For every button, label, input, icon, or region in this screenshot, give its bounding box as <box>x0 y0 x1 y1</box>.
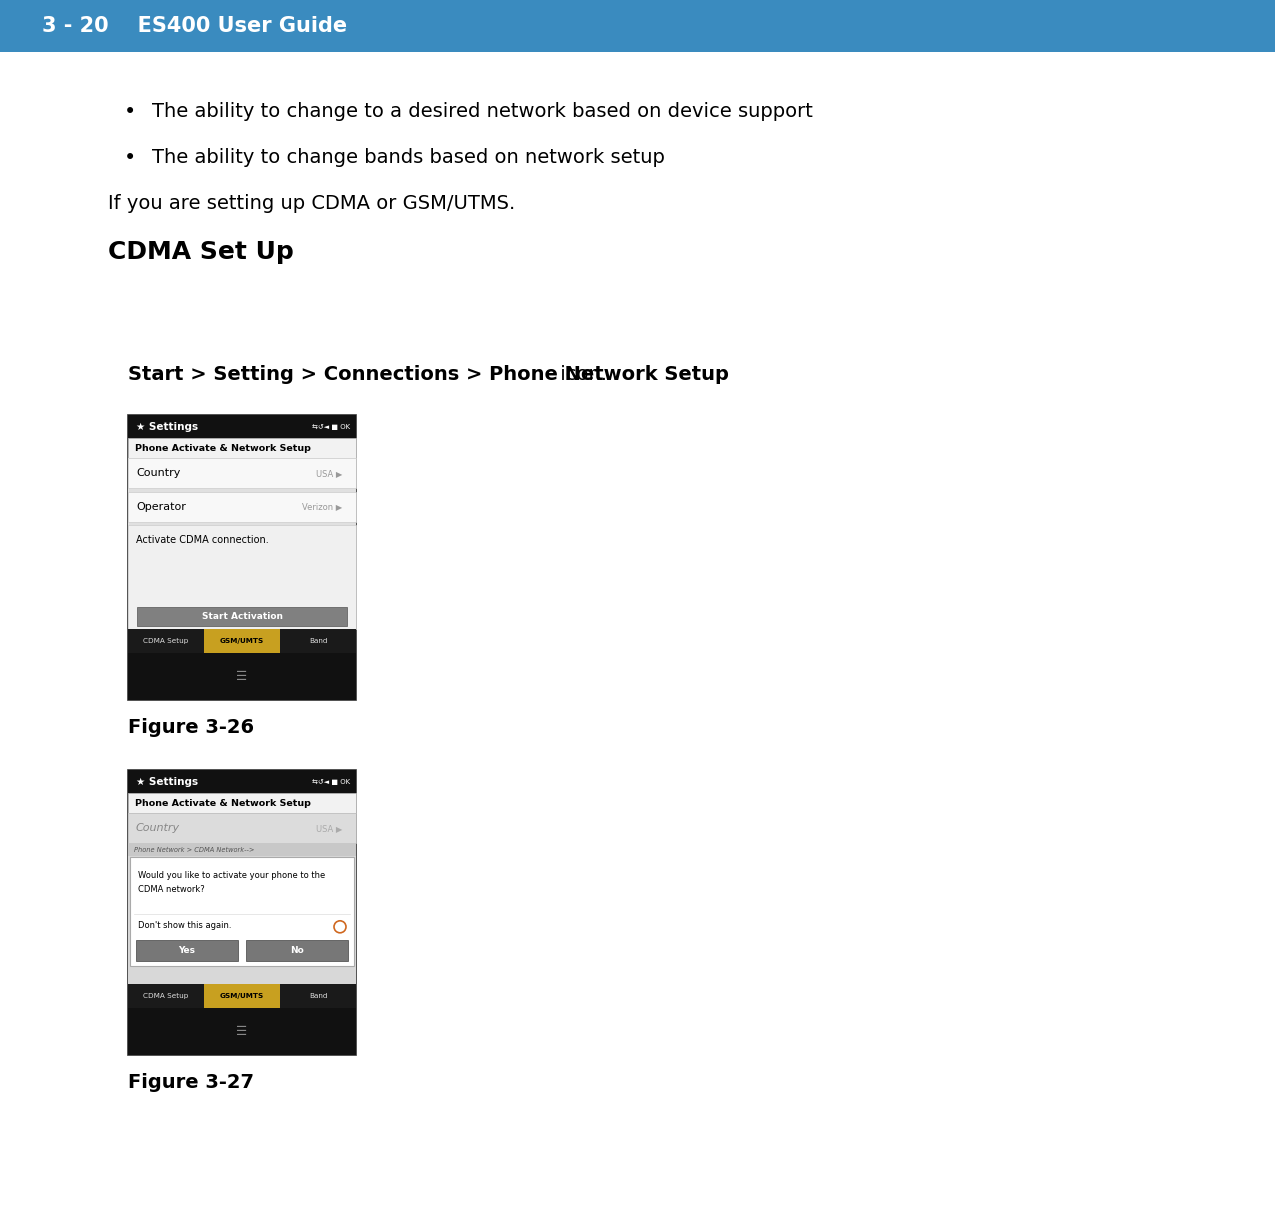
Bar <box>128 1008 356 1054</box>
Bar <box>128 439 356 458</box>
Bar <box>130 858 354 966</box>
Text: ⇆↺◄ ■ OK: ⇆↺◄ ■ OK <box>312 779 351 784</box>
Bar <box>128 843 356 857</box>
Bar <box>128 525 356 629</box>
Bar <box>246 940 348 961</box>
Bar <box>128 458 356 488</box>
Text: GSM/UMTS: GSM/UMTS <box>219 638 264 644</box>
Text: Verizon ▶: Verizon ▶ <box>302 503 342 511</box>
Text: Country: Country <box>136 468 180 478</box>
Text: 3 - 20    ES400 User Guide: 3 - 20 ES400 User Guide <box>42 16 347 36</box>
Text: Activate CDMA connection.: Activate CDMA connection. <box>136 535 269 544</box>
Bar <box>128 794 356 814</box>
Text: Don't show this again.: Don't show this again. <box>138 921 232 930</box>
Text: USA ▶: USA ▶ <box>316 468 342 478</box>
Bar <box>204 629 280 653</box>
Bar <box>128 984 356 1008</box>
Bar <box>138 607 347 627</box>
Text: Would you like to activate your phone to the: Would you like to activate your phone to… <box>138 871 325 880</box>
Text: CDMA Setup: CDMA Setup <box>143 993 189 999</box>
Text: Start > Setting > Connections > Phone Network Setup: Start > Setting > Connections > Phone Ne… <box>128 365 729 383</box>
Text: CDMA network?: CDMA network? <box>138 886 205 895</box>
Text: Figure 3-27: Figure 3-27 <box>128 1073 254 1093</box>
Text: Operator: Operator <box>136 501 186 511</box>
Bar <box>128 653 356 701</box>
Text: Band: Band <box>309 638 328 644</box>
Bar <box>128 492 356 521</box>
Bar <box>136 940 238 961</box>
Text: Phone Activate & Network Setup: Phone Activate & Network Setup <box>135 799 311 807</box>
Text: icon.: icon. <box>553 365 607 383</box>
Bar <box>128 771 356 1054</box>
Text: Yes: Yes <box>179 946 195 955</box>
Text: The ability to change bands based on network setup: The ability to change bands based on net… <box>152 147 664 167</box>
Text: No: No <box>291 946 303 955</box>
Text: GSM/UMTS: GSM/UMTS <box>219 993 264 999</box>
Text: Band: Band <box>309 993 328 999</box>
Bar <box>128 415 356 701</box>
Text: ☰: ☰ <box>236 670 247 683</box>
Bar <box>128 814 356 843</box>
Text: ★ Settings: ★ Settings <box>136 777 198 787</box>
Text: ☰: ☰ <box>236 1025 247 1037</box>
Bar <box>0 0 1275 52</box>
Text: Figure 3-26: Figure 3-26 <box>128 718 254 737</box>
Text: ⇆↺◄ ■ OK: ⇆↺◄ ■ OK <box>312 424 351 430</box>
Text: •: • <box>124 102 136 122</box>
Text: CDMA Set Up: CDMA Set Up <box>108 240 293 264</box>
Text: •: • <box>124 147 136 168</box>
Text: The ability to change to a desired network based on device support: The ability to change to a desired netwo… <box>152 102 813 120</box>
Bar <box>128 458 356 629</box>
Bar <box>128 629 356 653</box>
Text: Phone Activate & Network Setup: Phone Activate & Network Setup <box>135 444 311 452</box>
Bar <box>128 814 356 984</box>
Text: Start Activation: Start Activation <box>201 612 283 622</box>
Text: CDMA Setup: CDMA Setup <box>143 638 189 644</box>
Text: ★ Settings: ★ Settings <box>136 422 198 431</box>
Text: Country: Country <box>136 823 180 833</box>
Text: If you are setting up CDMA or GSM/UTMS.: If you are setting up CDMA or GSM/UTMS. <box>108 194 515 213</box>
Bar <box>204 984 280 1008</box>
Bar <box>128 771 356 794</box>
Text: Phone Network > CDMA Network-->: Phone Network > CDMA Network--> <box>134 847 255 853</box>
Bar <box>128 415 356 439</box>
Text: USA ▶: USA ▶ <box>316 823 342 833</box>
